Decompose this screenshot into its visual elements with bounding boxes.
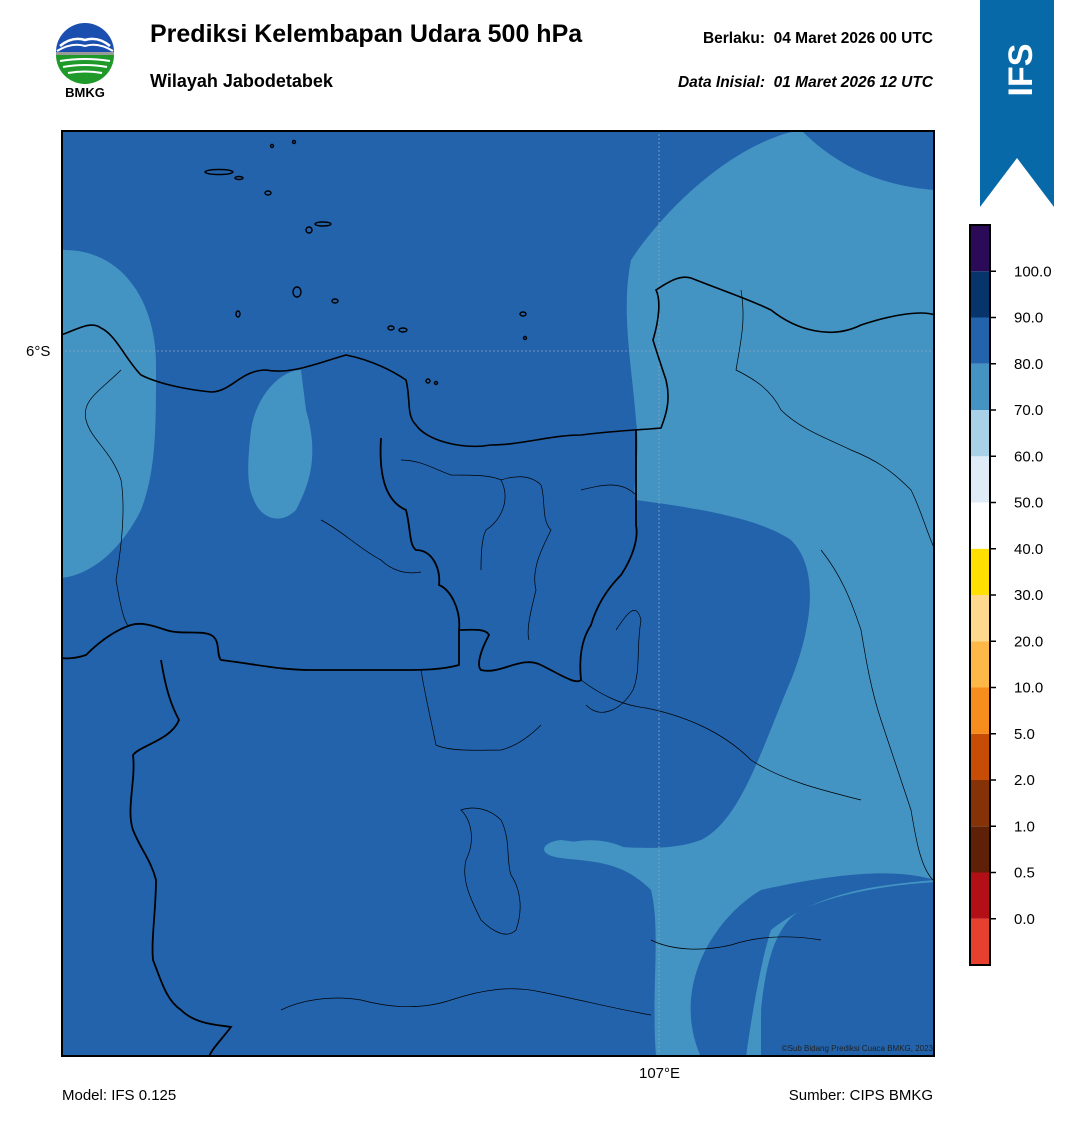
initial-value: 01 Maret 2026 12 UTC — [773, 74, 933, 91]
valid-time: Berlaku: 04 Maret 2026 00 UTC — [703, 30, 933, 48]
map-subtitle: Wilayah Jabodetabek — [150, 71, 333, 91]
colorbar-segment — [970, 271, 990, 318]
colorbar-segment — [970, 687, 990, 734]
province-borders — [60, 430, 638, 1058]
colorbar-segment — [970, 733, 990, 780]
colorbar-segment — [970, 595, 990, 642]
regency-borders — [84, 289, 936, 1016]
colorbar-tick-label: 10.0 — [1014, 680, 1043, 697]
colorbar-tick-label: 50.0 — [1014, 495, 1043, 512]
colorbar-tick-label: 5.0 — [1014, 726, 1035, 743]
ribbon-text: IFS — [1002, 44, 1040, 97]
colorbar-segment — [970, 826, 990, 873]
initial-time: Data Inisial: 01 Maret 2026 12 UTC — [678, 74, 933, 92]
colorbar-tick-label: 40.0 — [1014, 541, 1043, 558]
colorbar: 100.0 90.0 80.0 70.0 60.0 50.0 40.0 30.0 20.0 10.… — [965, 222, 1075, 968]
humidity-band-70-80 — [61, 130, 935, 1057]
map-frame — [61, 130, 935, 1057]
colorbar-segment — [970, 502, 990, 549]
colorbar-tick-label: 90.0 — [1014, 310, 1043, 327]
humidity-band-80-90-se — [761, 882, 935, 1057]
colorbar-segment — [970, 317, 990, 364]
colorbar-tick-label: 70.0 — [1014, 402, 1043, 419]
colorbar-segment — [970, 548, 990, 595]
colorbar-segment — [970, 363, 990, 410]
colorbar-segment — [970, 918, 990, 965]
source-info: Sumber: CIPS BMKG — [788, 1087, 933, 1104]
colorbar-tick-label: 60.0 — [1014, 448, 1043, 465]
valid-value: 04 Maret 2026 00 UTC — [773, 30, 933, 47]
colorbar-segment — [970, 641, 990, 688]
colorbar-tick-label: 2.0 — [1014, 772, 1035, 789]
kepulauan-seribu — [204, 139, 528, 386]
colorbar-segment — [970, 410, 990, 457]
colorbar-tick-label: 0.5 — [1014, 865, 1035, 882]
initial-label: Data Inisial: — [677, 74, 765, 91]
humidity-map — [60, 130, 936, 1058]
logo-text: BMKG — [65, 85, 105, 100]
coastline — [60, 276, 936, 448]
bmkg-logo: BMKG — [52, 20, 118, 102]
colorbar-tick-label: 1.0 — [1014, 818, 1035, 835]
humidity-band-80-90-ne — [801, 130, 935, 190]
copyright-text: ©Sub Bidang Prediksi Cuaca BMKG, 2023 — [781, 1044, 933, 1053]
colorbar-tick-label: 100.0 — [1014, 263, 1052, 280]
latitude-label: 6°S — [26, 343, 51, 360]
model-info: Model: IFS 0.125 — [62, 1087, 177, 1104]
colorbar-segment — [970, 872, 990, 919]
colorbar-tick-label: 20.0 — [1014, 633, 1043, 650]
model-ribbon: IFS — [980, 0, 1054, 210]
valid-label: Berlaku: — [702, 30, 765, 47]
colorbar-segment — [970, 780, 990, 827]
longitude-label: 107°E — [639, 1065, 681, 1082]
colorbar-tick-label: 30.0 — [1014, 587, 1043, 604]
colorbar-tick-label: 0.0 — [1014, 911, 1035, 928]
colorbar-segment — [970, 456, 990, 503]
colorbar-segment — [970, 225, 990, 272]
colorbar-tick-label: 80.0 — [1014, 356, 1043, 373]
map-title: Prediksi Kelembapan Udara 500 hPa — [150, 20, 583, 48]
